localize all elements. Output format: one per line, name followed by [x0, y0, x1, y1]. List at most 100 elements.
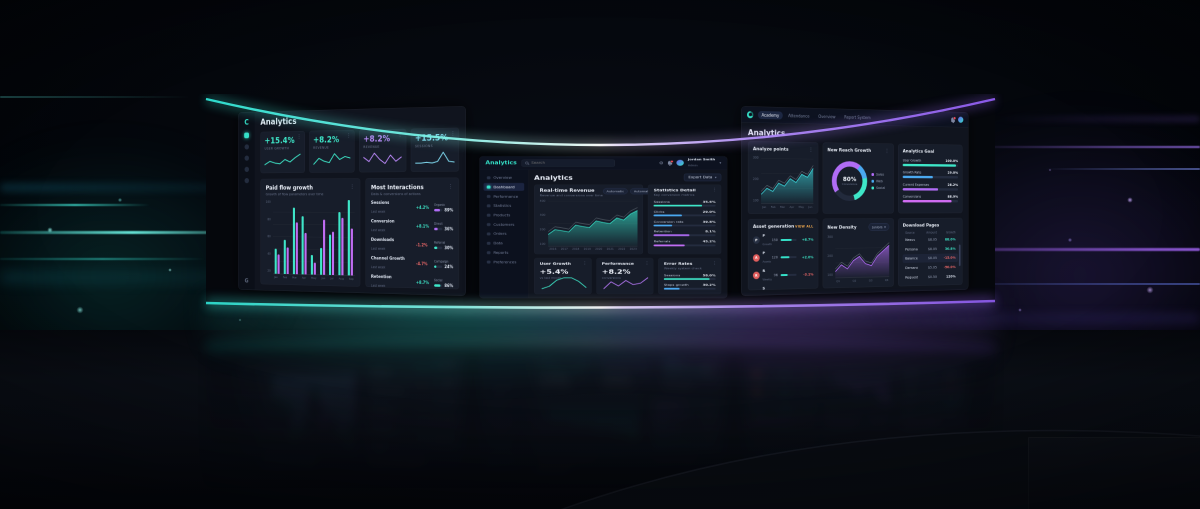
table-row[interactable]: Personal $8.05 30.8% [903, 244, 958, 253]
search-icon [525, 162, 528, 165]
list-item[interactable]: Sessions Last week +4.2% Organic 89% [371, 201, 453, 215]
scrollbar[interactable] [959, 245, 961, 267]
search-input[interactable] [531, 161, 611, 165]
bell-icon[interactable] [951, 117, 955, 122]
stat-label: Revenue [363, 145, 401, 150]
avatar[interactable] [958, 117, 963, 123]
avatar[interactable] [676, 160, 683, 166]
table-row[interactable]: Demand $5.05 -50.0% [903, 263, 958, 272]
list-item[interactable]: Downloads Last week -1.2% Referral 30% [371, 237, 453, 252]
stat-sparkline [313, 152, 350, 166]
metric-label: Referral [434, 241, 453, 245]
sidebar-item-performance[interactable]: Performance [484, 192, 525, 200]
kebab-menu-icon[interactable]: ⋮ [448, 184, 453, 189]
kebab-menu-icon[interactable]: ⋮ [346, 133, 351, 138]
sidebar-item-customers[interactable]: Customers [484, 220, 525, 228]
sidebar-item-products[interactable]: Products [484, 211, 525, 219]
top-bar: Analytics ⚙ Jordan Smith Admin ▾ [480, 156, 727, 169]
table-row[interactable]: Requests $0.50 120% [903, 272, 958, 282]
item-name: Conversion [371, 219, 413, 224]
reach-growth-card: New Reach Growth ⋮ 80% Conversions [823, 142, 894, 213]
menu-icon [487, 195, 491, 198]
density-dropdown[interactable]: Juniors ▾ [869, 223, 890, 231]
asset-row[interactable]: SSmart AssetsDaily84-1.3% [753, 285, 813, 291]
list-item[interactable]: Conversion Last week +8.1% Direct 36% [371, 219, 453, 234]
stat-card[interactable]: ⋮ +8.2% Revenue [309, 130, 355, 173]
item-change: -1.2% [416, 243, 431, 248]
kebab-menu-icon[interactable]: ⋮ [809, 147, 814, 152]
points-area-chart: 300 200 100 Jan Feb Mar Apr May Jun [753, 156, 813, 209]
asset-row[interactable]: A Products Assets 120 +2.0% [753, 250, 813, 265]
avatar: S [753, 289, 760, 290]
kebab-menu-icon[interactable]: ⋮ [582, 261, 587, 265]
gear-icon[interactable]: ⚙ [659, 161, 664, 166]
metric-label: Social [434, 279, 453, 283]
settings-icon[interactable]: G [245, 277, 249, 284]
menu-icon [487, 214, 491, 217]
sidebar-icon[interactable] [244, 167, 248, 172]
stat-value: +15.5% [415, 133, 455, 144]
sidebar-icon[interactable] [244, 144, 248, 149]
kebab-menu-icon[interactable]: ⋮ [450, 131, 455, 137]
sidebar-item-statistics[interactable]: Statistics [484, 202, 525, 210]
kebab-menu-icon[interactable]: ⋮ [297, 134, 302, 139]
card-subtitle: Key conversion metrics [654, 193, 716, 196]
nav-item-academy[interactable]: Academy [758, 111, 783, 120]
list-item[interactable]: Retention Last week +8.7% Social 86% [371, 274, 453, 290]
bell-icon[interactable] [668, 161, 672, 165]
stat-value: +15.4% [264, 136, 300, 146]
table-row[interactable]: Nexus $8.05 88.0% [903, 235, 958, 244]
menu-icon [487, 260, 491, 263]
page-title: Analytics [748, 128, 963, 141]
sidebar-item-data[interactable]: Data [484, 239, 525, 247]
chevron-down-icon[interactable]: ▾ [719, 161, 721, 164]
sidebar-item-overview[interactable]: Overview [484, 174, 525, 182]
user-name: Jordan Smith [688, 158, 715, 161]
sidebar-item-reports[interactable]: Reports [484, 249, 525, 257]
list-item[interactable]: Channel Growth Last week -4.7% Campaign 2… [371, 256, 453, 272]
search-box[interactable] [521, 159, 615, 166]
error-rates-card: ⋮ Error Rates Weekly system check Sessio… [658, 258, 721, 294]
progress-bar [654, 224, 716, 226]
asset-row[interactable]: RReporting TeamWeekly96-3.1% [753, 267, 813, 282]
nav-item-overview[interactable]: Overview [815, 112, 839, 120]
stat-card[interactable]: ⋮ +8.2% Revenue [359, 129, 406, 173]
legend-item: Sales [871, 172, 884, 176]
card-title: Statistics Detail [654, 188, 716, 192]
sidebar-item-orders[interactable]: Orders [484, 230, 525, 238]
kebab-menu-icon[interactable]: ⋮ [712, 187, 717, 191]
menu-icon [487, 185, 491, 188]
card-title: Real-time Revenue [540, 188, 603, 193]
legend-item: Web [871, 179, 884, 183]
sidebar-item-preferences[interactable]: Preferences [484, 258, 525, 266]
table-row[interactable]: Balances $8.05 -15.0% [903, 253, 958, 262]
app-logo: C [244, 118, 248, 127]
menu-icon [487, 242, 491, 245]
export-data-button[interactable]: Export Data ▾ [684, 174, 722, 181]
stat-sparkline [363, 151, 401, 165]
kebab-menu-icon[interactable]: ⋮ [712, 261, 717, 265]
nav-item-report-system[interactable]: Report System [841, 113, 874, 122]
progress-bar [903, 164, 958, 167]
kebab-menu-icon[interactable]: ⋮ [644, 261, 649, 265]
item-sub: Last week [371, 265, 385, 269]
sidebar-icon[interactable] [244, 156, 248, 161]
progress-bar [664, 288, 716, 290]
metric-label: Organic [434, 203, 453, 207]
sidebar-icon[interactable] [244, 178, 248, 183]
filter-pill[interactable]: Automatic [603, 188, 628, 194]
sidebar-item-dashboard[interactable]: Dashboard [484, 183, 525, 191]
progress-bar [434, 227, 442, 230]
view-all-link[interactable]: VIEW ALL [795, 224, 813, 228]
item-sub: Last week [371, 228, 385, 232]
card-title: Performance [602, 262, 648, 266]
app-logo: Analytics [485, 160, 516, 166]
kebab-menu-icon[interactable]: ⋮ [398, 132, 403, 137]
kebab-menu-icon[interactable]: ⋮ [350, 184, 355, 189]
nav-item-attendance[interactable]: Attendance [785, 111, 813, 120]
stat-card[interactable]: ⋮ +15.5% Sessions [411, 128, 460, 172]
stat-card[interactable]: ⋮ +15.4% User Growth [260, 131, 304, 173]
left-sidebar: C G [239, 112, 255, 289]
sidebar-dashboard-icon[interactable] [244, 133, 249, 139]
asset-row[interactable]: P Pages Growth 150 +8.7% [753, 233, 813, 248]
